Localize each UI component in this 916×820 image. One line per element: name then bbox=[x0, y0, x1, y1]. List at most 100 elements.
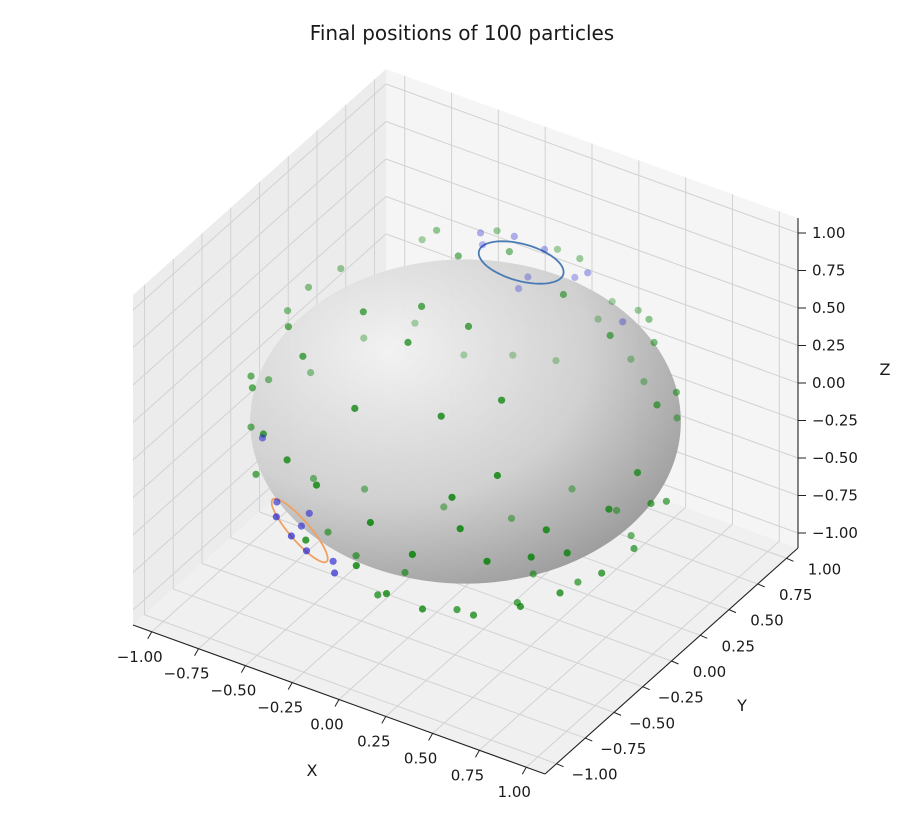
particle-point-green bbox=[448, 493, 456, 501]
y-tick-mark bbox=[613, 711, 622, 716]
particle-point-green bbox=[505, 248, 513, 256]
particle-point-green bbox=[454, 252, 462, 260]
particle-point-green bbox=[307, 369, 315, 377]
x-tick-label: −0.25 bbox=[257, 699, 303, 717]
particle-point-green bbox=[608, 297, 616, 306]
y-tick-label: 0.75 bbox=[779, 586, 812, 604]
particle-point-green bbox=[605, 505, 613, 513]
particle-point-blue bbox=[510, 232, 518, 240]
y-tick-mark bbox=[642, 686, 650, 691]
x-tick-label: 0.00 bbox=[310, 716, 343, 734]
y-tick-mark bbox=[728, 609, 737, 614]
particle-point-green bbox=[359, 308, 367, 316]
particle-point-blue bbox=[479, 241, 487, 249]
particle-point-green bbox=[418, 236, 426, 244]
particle-point-green bbox=[252, 470, 260, 478]
particle-point-green bbox=[366, 518, 374, 527]
particle-point-green bbox=[630, 544, 638, 553]
particle-point-green bbox=[559, 290, 568, 299]
particle-point-green bbox=[284, 307, 292, 315]
chart-title: Final positions of 100 particles bbox=[310, 21, 614, 45]
grid-line bbox=[132, 196, 387, 423]
y-tick-mark bbox=[700, 634, 708, 639]
x-tick-mark bbox=[381, 716, 387, 724]
particle-point-green bbox=[662, 497, 671, 505]
particle-point-green bbox=[563, 549, 571, 557]
particle-point-green bbox=[556, 589, 564, 597]
grid-line bbox=[132, 158, 387, 386]
particle-point-green bbox=[418, 605, 427, 613]
y-tick-label: 1.00 bbox=[808, 560, 841, 578]
particle-point-green bbox=[627, 532, 635, 540]
particle-point-green bbox=[456, 525, 464, 533]
particle-point-blue bbox=[476, 229, 485, 237]
y-tick-mark bbox=[585, 737, 593, 742]
x-axis-label: X bbox=[307, 761, 318, 780]
grid-line bbox=[479, 523, 733, 751]
particle-point-blue bbox=[584, 269, 592, 277]
particle-point-green bbox=[302, 536, 310, 544]
particle-point-green bbox=[653, 401, 661, 409]
highlight-circle-2 bbox=[270, 497, 329, 564]
particle-point-green bbox=[634, 306, 642, 314]
y-tick-label: −0.75 bbox=[600, 740, 646, 758]
particle-point-green bbox=[437, 412, 445, 420]
x-tick-label: −0.75 bbox=[164, 665, 210, 683]
particle-point-green bbox=[645, 315, 653, 323]
particle-point-green bbox=[283, 456, 291, 464]
particle-point-green bbox=[337, 265, 345, 273]
particle-point-green bbox=[401, 568, 409, 577]
particle-point-green bbox=[351, 404, 359, 412]
y-tick-label: 0.25 bbox=[722, 637, 755, 655]
particle-point-blue bbox=[272, 513, 280, 521]
particle-point-green bbox=[606, 331, 614, 340]
y-tick-label: 0.50 bbox=[750, 612, 783, 630]
particle-point-green bbox=[304, 283, 313, 291]
sphere-surface bbox=[250, 259, 681, 584]
z-axis-label: Z bbox=[880, 360, 891, 379]
particle-point-green bbox=[453, 606, 461, 614]
particle-point-blue bbox=[302, 547, 311, 555]
z-tick-label: −1.00 bbox=[812, 524, 858, 542]
z-tick-label: −0.25 bbox=[812, 412, 858, 430]
z-tick-label: 0.75 bbox=[812, 262, 845, 280]
particle-point-green bbox=[552, 357, 560, 365]
particle-point-green bbox=[299, 352, 307, 360]
x-tick-label: 1.00 bbox=[498, 783, 531, 801]
particle-point-blue bbox=[258, 434, 267, 442]
particle-point-green bbox=[483, 557, 491, 565]
particle-point-green bbox=[527, 553, 535, 561]
particle-point-green bbox=[464, 322, 473, 330]
x-tick-mark bbox=[240, 665, 246, 673]
grid-line bbox=[132, 121, 387, 348]
z-tick-label: −0.50 bbox=[812, 449, 858, 467]
particle-point-green bbox=[507, 514, 516, 523]
particle-point-blue bbox=[571, 273, 579, 281]
particle-point-green bbox=[433, 226, 441, 234]
grid-line bbox=[385, 121, 799, 271]
grid-line bbox=[385, 196, 799, 346]
particle-point-blue bbox=[305, 509, 313, 517]
particle-point-green bbox=[627, 355, 635, 363]
y-tick-mark bbox=[556, 763, 564, 768]
x-tick-label: 0.75 bbox=[451, 766, 484, 784]
y-tick-label: −0.25 bbox=[658, 689, 704, 707]
particle-points bbox=[247, 226, 681, 619]
particle-point-green bbox=[284, 323, 292, 331]
y-tick-mark bbox=[757, 583, 765, 588]
z-tick-label: −0.75 bbox=[812, 487, 858, 505]
y-axis-label: Y bbox=[736, 696, 747, 715]
particle-point-blue bbox=[515, 285, 523, 293]
particle-point-green bbox=[247, 372, 255, 380]
particle-point-blue bbox=[287, 532, 295, 540]
particle-point-green bbox=[576, 255, 584, 263]
particle-point-green bbox=[568, 485, 576, 493]
particle-point-blue bbox=[540, 245, 549, 253]
y-tick-mark bbox=[671, 660, 679, 665]
particle-point-green bbox=[312, 481, 321, 489]
grid-line bbox=[132, 83, 387, 311]
particle-point-green bbox=[594, 315, 602, 323]
particle-point-blue bbox=[297, 522, 305, 530]
z-tick-label: 0.50 bbox=[812, 299, 845, 317]
